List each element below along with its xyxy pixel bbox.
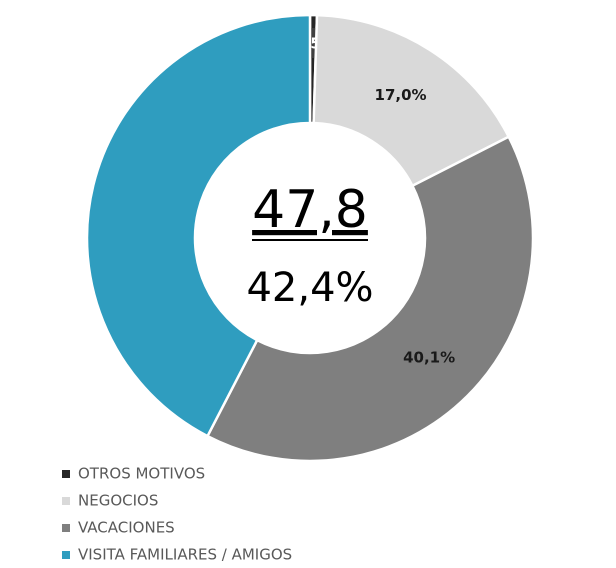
segment-label: 17,0% — [375, 86, 427, 104]
legend-swatch — [62, 551, 70, 559]
legend-text: NEGOCIOS — [78, 492, 158, 510]
legend-swatch — [62, 470, 70, 478]
center-title: 47,8 — [252, 180, 368, 240]
segment-label: 40,1% — [403, 348, 455, 366]
legend-swatch — [62, 497, 70, 505]
donut-segment — [85, 13, 312, 438]
legend-swatch — [62, 524, 70, 532]
donut-segment — [312, 13, 511, 188]
legend-text: OTROS MOTIVOS — [78, 465, 205, 483]
legend-text: VISITA FAMILIARES / AMIGOS — [78, 546, 292, 564]
center-value-label: 42,4% — [246, 265, 373, 311]
donut-segment — [205, 135, 535, 463]
legend-text: VACACIONES — [78, 519, 175, 537]
